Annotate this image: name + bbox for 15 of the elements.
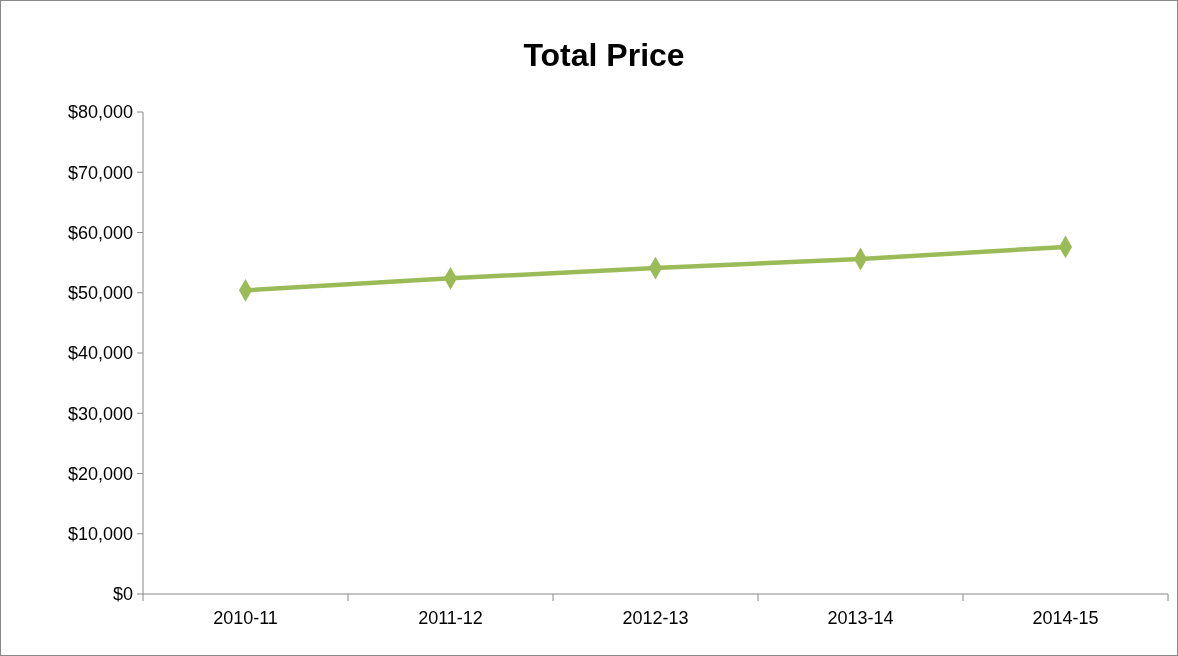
y-tick-label: $30,000: [67, 403, 133, 424]
y-tick-label: $80,000: [67, 102, 133, 123]
x-tick-label: 2014-15: [1032, 608, 1099, 629]
x-tick-label: 2013-14: [827, 608, 894, 629]
y-tick-label: $50,000: [67, 283, 133, 304]
y-tick-label: $40,000: [67, 343, 133, 364]
y-tick-label: $20,000: [67, 463, 133, 484]
y-tick-label: $0: [112, 584, 133, 605]
x-tick-label: 2012-13: [622, 608, 689, 629]
chart-title: Total Price: [523, 37, 685, 73]
y-tick-label: $60,000: [67, 222, 133, 243]
x-tick-label: 2011-12: [418, 608, 483, 629]
y-tick-label: $70,000: [67, 162, 133, 183]
x-tick-label: 2010-11: [213, 608, 278, 629]
y-tick-label: $10,000: [67, 524, 133, 545]
